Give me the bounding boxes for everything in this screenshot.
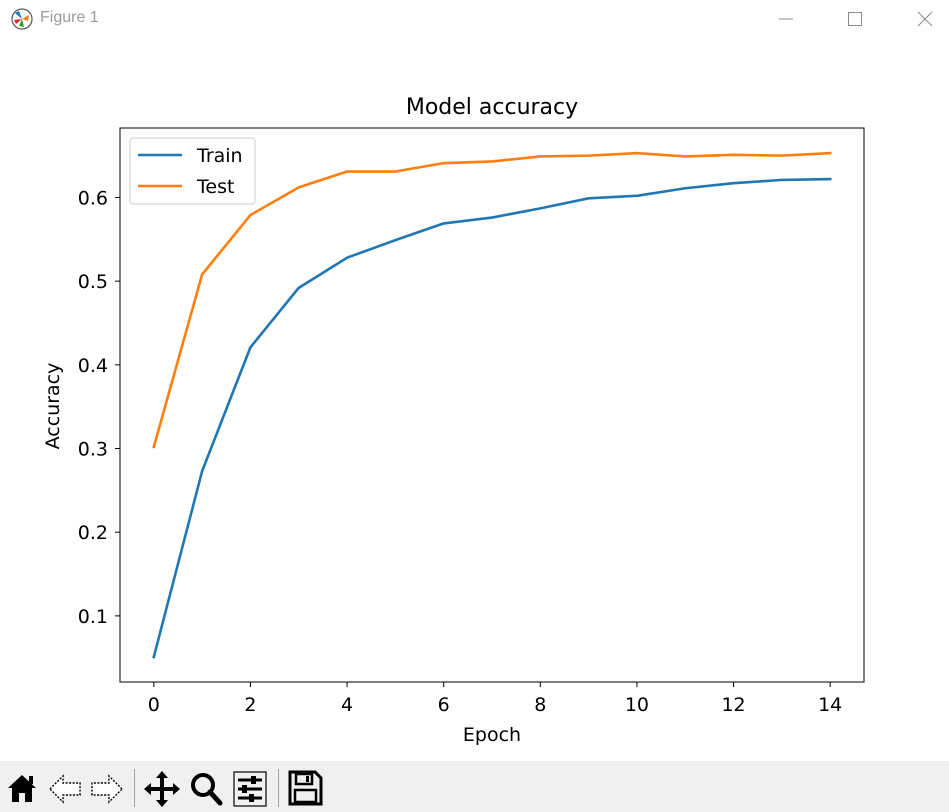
y-tick-label: 0.3: [78, 439, 108, 461]
x-tick-label: 8: [534, 694, 546, 716]
legend: Train Test: [129, 137, 256, 205]
move-icon: [144, 771, 180, 807]
legend-label-train: Train: [196, 145, 243, 167]
y-axis-label: Accuracy: [42, 363, 64, 450]
x-tick-label: 10: [625, 694, 649, 716]
back-button[interactable]: [45, 767, 85, 809]
x-tick-label: 6: [438, 694, 450, 716]
y-tick-label: 0.5: [78, 271, 108, 293]
configure-subplots-button[interactable]: [230, 767, 270, 809]
toolbar-separator: [278, 769, 279, 807]
toolbar-separator: [134, 769, 135, 807]
save-button[interactable]: [285, 767, 325, 809]
x-axis-ticks: 0 2 4 6 8 10 12 14: [148, 682, 842, 716]
axes-frame: [119, 127, 865, 683]
x-axis-label: Epoch: [463, 724, 521, 746]
floppy-disk-icon: [288, 770, 323, 806]
window-title: Figure 1: [40, 9, 99, 26]
x-tick-label: 14: [818, 694, 842, 716]
close-button[interactable]: [901, 0, 947, 38]
maximize-icon: [848, 12, 862, 26]
window-titlebar: Figure 1: [0, 0, 949, 38]
navigation-toolbar: [0, 761, 949, 812]
arrow-right-icon: [91, 774, 123, 804]
y-tick-label: 0.6: [78, 187, 108, 209]
maximize-button[interactable]: [831, 0, 877, 38]
x-tick-label: 2: [244, 694, 256, 716]
minimize-icon: [779, 18, 793, 20]
y-tick-label: 0.1: [78, 606, 108, 628]
legend-label-test: Test: [196, 176, 234, 198]
pan-button[interactable]: [142, 767, 182, 809]
minimize-button[interactable]: [762, 0, 808, 38]
app-icon: [11, 8, 33, 30]
series-line-test: [152, 151, 832, 449]
home-icon: [8, 775, 36, 802]
series-line-train: [152, 177, 832, 659]
home-button[interactable]: [2, 767, 42, 809]
forward-button[interactable]: [87, 767, 127, 809]
y-tick-label: 0.2: [78, 522, 108, 544]
zoom-button[interactable]: [186, 767, 226, 809]
accuracy-line-chart: 0 2 4 6 8 10 12 14 0.1 0.2 0.3 0.4 0.5 0.6 Model acc…: [42, 95, 865, 746]
y-axis-ticks: 0.1 0.2 0.3 0.4 0.5 0.6: [78, 187, 120, 628]
chart-title: Model accuracy: [406, 95, 578, 120]
magnifier-icon: [191, 773, 223, 806]
arrow-left-icon: [49, 774, 81, 804]
x-tick-label: 4: [341, 694, 353, 716]
sliders-icon: [233, 771, 267, 807]
x-tick-label: 0: [148, 694, 160, 716]
x-tick-label: 12: [721, 694, 745, 716]
y-tick-label: 0.4: [78, 355, 108, 377]
close-icon: [917, 11, 933, 27]
plot-layer: [152, 151, 832, 659]
figure-canvas[interactable]: 0 2 4 6 8 10 12 14 0.1 0.2 0.3 0.4 0.5 0.6 Model acc…: [0, 38, 949, 761]
